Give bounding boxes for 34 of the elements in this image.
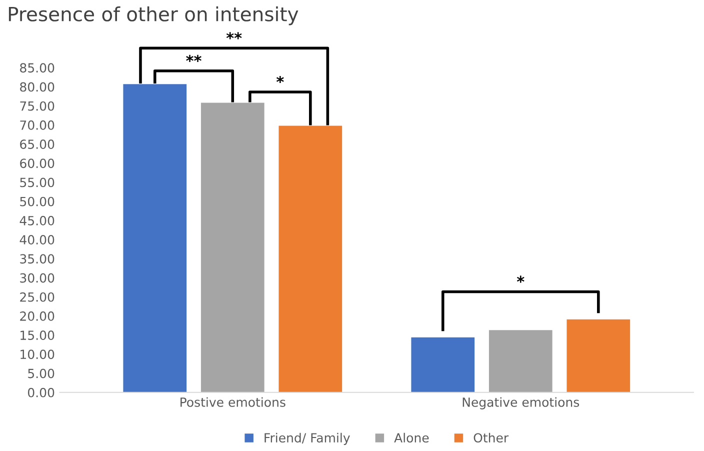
legend-label: Other [474, 432, 509, 443]
bar [123, 84, 187, 392]
y-tick-label: 65.00 [20, 140, 54, 149]
y-tick-label: 25.00 [20, 292, 54, 302]
bar [488, 330, 552, 392]
y-tick-label: 45.00 [20, 216, 54, 226]
y-tick-label: 70.00 [20, 120, 54, 130]
chart-title: Presence of other on intensity [8, 6, 298, 26]
y-tick-label: 0.00 [28, 388, 54, 398]
y-tick-label: 5.00 [28, 368, 54, 378]
bar [566, 319, 630, 392]
bar [278, 126, 342, 392]
annotation: * [516, 276, 524, 283]
y-tick-label: 85.00 [20, 63, 54, 73]
text: ** [186, 54, 202, 62]
y-tick-label: 80.00 [20, 82, 54, 92]
y-tick-label: 40.00 [20, 235, 54, 244]
y-tick-label: 55.00 [20, 178, 54, 188]
bar [200, 102, 264, 392]
y-tick-label: 10.00 [20, 350, 54, 360]
x-tick-label: Negative emotions [462, 397, 580, 410]
legend-label: Alone [394, 432, 429, 443]
annotation: * [276, 76, 284, 84]
y-tick-label: 75.00 [20, 101, 54, 111]
y-tick-label: 15.00 [20, 330, 54, 340]
y-tick-label: 20.00 [20, 311, 54, 321]
y-tick-label: 50.00 [20, 196, 54, 206]
bar [411, 337, 475, 392]
y-tick-label: 30.00 [20, 273, 54, 283]
x-tick-label: Postive emotions [180, 397, 286, 407]
y-tick-label: 35.00 [20, 254, 54, 264]
text: ** [226, 32, 242, 40]
y-tick-label: 60.00 [20, 158, 54, 168]
legend-label: Friend/ Family [264, 432, 350, 445]
